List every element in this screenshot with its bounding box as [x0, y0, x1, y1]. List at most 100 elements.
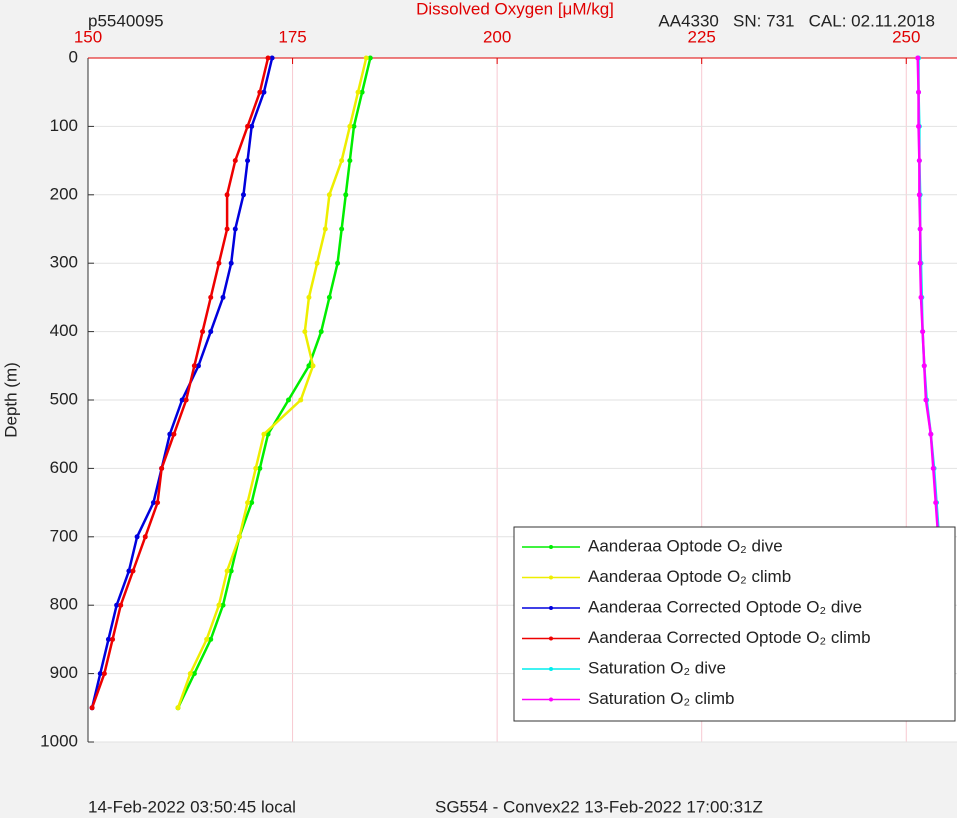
corner-label: p5540095: [88, 11, 164, 30]
data-point: [347, 123, 353, 129]
data-point: [228, 260, 234, 266]
data-point: [110, 636, 116, 642]
y-tick-label: 400: [50, 321, 78, 340]
legend-label: Saturation O₂ climb: [588, 689, 734, 708]
data-point: [216, 260, 222, 266]
data-point: [917, 260, 923, 266]
data-point: [97, 671, 103, 677]
data-point: [367, 55, 373, 61]
data-point: [928, 431, 934, 437]
data-point: [159, 465, 165, 471]
data-point: [347, 158, 353, 164]
legend-label: Saturation O₂ dive: [588, 658, 726, 677]
data-point: [114, 602, 120, 608]
data-point: [245, 158, 251, 164]
data-point: [220, 294, 226, 300]
series-line: [90, 57, 270, 709]
data-point: [930, 465, 936, 471]
x-tick-label: 250: [892, 27, 920, 46]
y-tick-label: 600: [50, 458, 78, 477]
data-point: [261, 431, 267, 437]
data-point: [249, 123, 255, 129]
data-point: [142, 534, 148, 540]
x-tick-label: 200: [483, 27, 511, 46]
data-point: [179, 397, 185, 403]
data-point: [183, 397, 189, 403]
data-point: [261, 89, 267, 95]
data-point: [228, 568, 234, 574]
data-point: [257, 465, 263, 471]
legend-swatch: [549, 606, 553, 610]
data-point: [915, 55, 921, 61]
data-point: [220, 602, 226, 608]
data-point: [105, 636, 111, 642]
chart-title: Dissolved Oxygen [μM/kg]: [416, 0, 614, 18]
data-point: [224, 568, 230, 574]
data-point: [101, 671, 107, 677]
data-point: [208, 636, 214, 642]
legend-label: Aanderaa Corrected Optode O₂ dive: [588, 597, 862, 616]
data-point: [240, 192, 246, 198]
data-point: [191, 363, 197, 369]
data-point: [245, 500, 251, 506]
data-point: [918, 294, 924, 300]
y-tick-label: 100: [50, 116, 78, 135]
legend-box: [513, 526, 956, 722]
data-point: [343, 192, 349, 198]
y-tick-label: 200: [50, 184, 78, 203]
data-point: [224, 192, 230, 198]
data-point: [130, 568, 136, 574]
y-tick-label: 900: [50, 663, 78, 682]
series-line: [176, 57, 368, 709]
data-point: [171, 431, 177, 437]
data-point: [339, 158, 345, 164]
data-point: [363, 55, 369, 61]
y-tick-label: 1000: [40, 731, 78, 750]
data-point: [204, 636, 210, 642]
y-tick-label: 0: [69, 47, 78, 66]
data-point: [150, 500, 156, 506]
y-tick-label: 500: [50, 389, 78, 408]
legend-swatch: [549, 636, 553, 641]
data-point: [232, 226, 238, 232]
data-point: [359, 89, 365, 95]
data-point: [921, 363, 927, 369]
legend-swatch: [549, 575, 553, 580]
data-point: [208, 294, 214, 300]
data-point: [253, 465, 259, 471]
x-tick-label: 175: [278, 27, 306, 46]
legend-swatch: [549, 697, 553, 702]
y-tick-label: 300: [50, 253, 78, 272]
data-point: [175, 705, 181, 711]
y-axis-label: Depth (m): [1, 362, 20, 438]
y-tick-label: 800: [50, 595, 78, 614]
footer-label: SG554 - Convex22 13-Feb-2022 17:00:31Z: [435, 797, 763, 816]
data-point: [916, 158, 922, 164]
data-point: [298, 397, 304, 403]
data-point: [155, 500, 161, 506]
data-point: [326, 192, 332, 198]
data-point: [326, 294, 332, 300]
data-point: [265, 55, 271, 61]
data-point: [236, 534, 242, 540]
data-point: [355, 89, 361, 95]
data-point: [191, 671, 197, 677]
data-point: [249, 500, 255, 506]
legend-label: Aanderaa Optode O₂ dive: [588, 536, 783, 555]
data-point: [232, 158, 238, 164]
data-point: [208, 329, 214, 335]
y-tick-label: 700: [50, 526, 78, 545]
data-point: [167, 431, 173, 437]
data-point: [916, 89, 922, 95]
series-line: [176, 57, 372, 709]
data-point: [200, 329, 206, 335]
legend-label: Aanderaa Optode O₂ climb: [588, 567, 791, 586]
data-point: [322, 226, 328, 232]
legend-label: Aanderaa Corrected Optode O₂ climb: [588, 628, 871, 647]
legend-swatch: [549, 545, 553, 549]
data-point: [302, 329, 308, 335]
data-point: [285, 397, 291, 403]
data-point: [923, 397, 929, 403]
x-tick-label: 150: [74, 27, 102, 46]
